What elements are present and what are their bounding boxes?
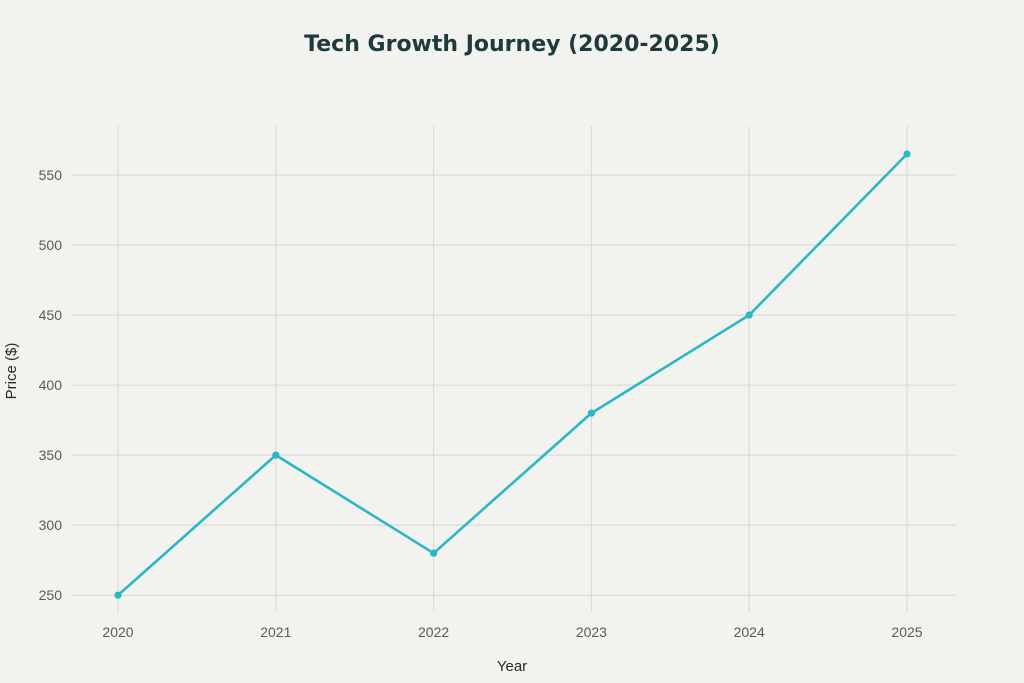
series-line [116, 152, 909, 597]
x-axis-ticks: 2020 2021 2022 2023 2024 2025 [102, 624, 922, 640]
data-point [745, 311, 753, 319]
y-tick-label: 450 [39, 307, 63, 323]
x-tick-label: 2022 [418, 624, 449, 640]
data-point [114, 591, 122, 599]
y-axis-ticks: 250 300 350 400 450 500 550 [39, 167, 63, 603]
data-point [903, 150, 911, 158]
y-tick-label: 500 [39, 237, 63, 253]
chart-title: Tech Growth Journey (2020-2025) [304, 32, 720, 57]
x-tick-label: 2020 [102, 624, 133, 640]
y-tick-label: 550 [39, 167, 63, 183]
y-tick-label: 400 [39, 377, 63, 393]
data-point [430, 549, 438, 557]
x-tick-label: 2021 [260, 624, 291, 640]
y-tick-label: 250 [39, 587, 63, 603]
data-point [272, 451, 280, 459]
y-tick-label: 300 [39, 517, 63, 533]
x-tick-label: 2023 [576, 624, 607, 640]
x-tick-label: 2025 [891, 624, 922, 640]
x-tick-label: 2024 [734, 624, 765, 640]
x-axis-label: Year [497, 658, 527, 675]
y-axis-label: Price ($) [3, 343, 20, 400]
y-tick-label: 350 [39, 447, 63, 463]
series-group [114, 150, 911, 599]
data-point [587, 409, 596, 417]
grid [72, 126, 956, 612]
